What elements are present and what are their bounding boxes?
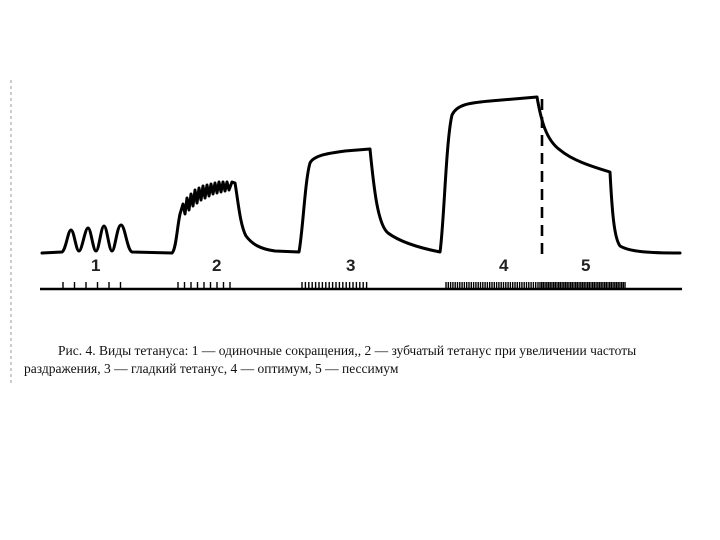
label-3: 3 [346, 256, 355, 275]
figure-caption: Рис. 4. Виды тетануса: 1 — одиночные сок… [24, 342, 684, 378]
stimulus-marks [62, 282, 626, 289]
label-1: 1 [91, 256, 100, 275]
contraction-trace [40, 95, 682, 255]
caption-line-1: Рис. 4. Виды тетануса: 1 — одиночные сок… [58, 343, 637, 358]
label-2: 2 [212, 256, 221, 275]
label-4: 4 [499, 256, 509, 275]
caption-line-2: раздражения, 3 — гладкий тетанус, 4 — оп… [24, 361, 399, 376]
label-5: 5 [581, 256, 590, 275]
